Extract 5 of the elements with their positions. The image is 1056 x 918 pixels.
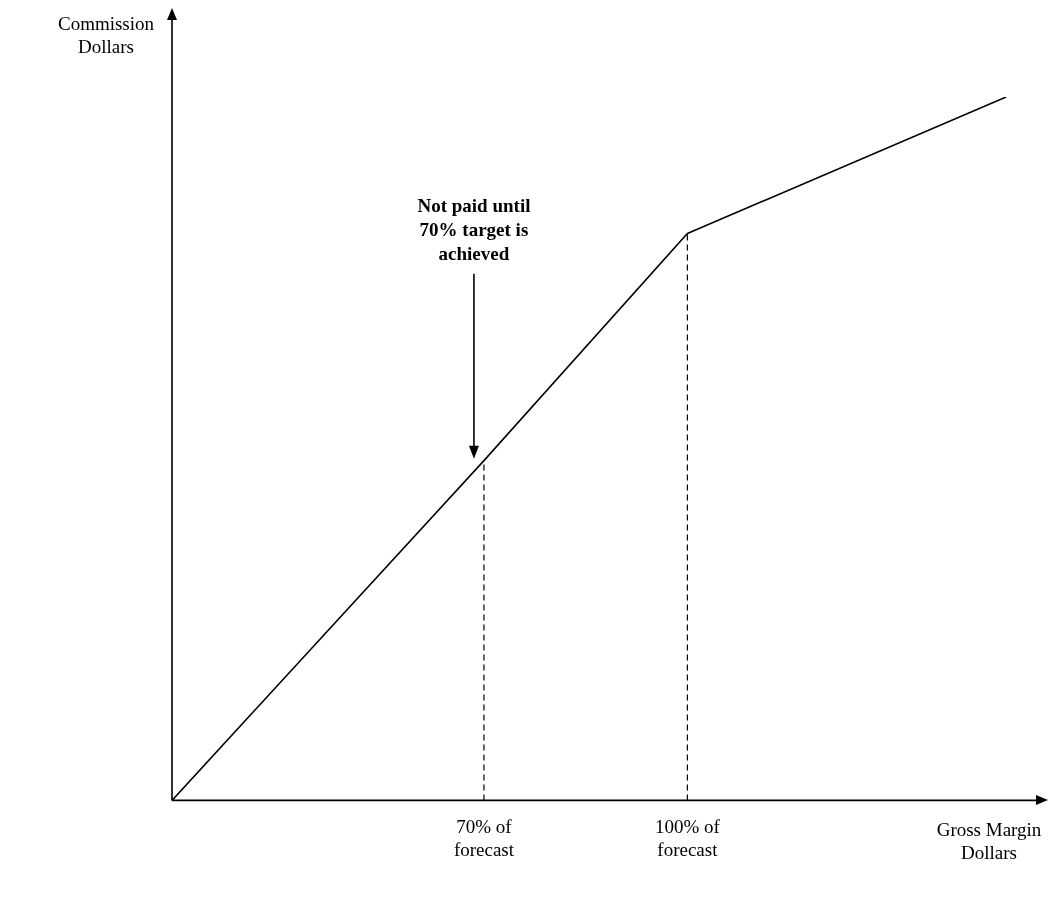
x-axis-title: Gross Margin Dollars (935, 818, 1043, 864)
x-tick-label: 100% of forecast (654, 815, 721, 860)
x-tick-label: 70% of forecast (453, 815, 515, 860)
y-axis-title: Commission Dollars (56, 12, 156, 58)
annotation: Not paid until 70% target is achieved (417, 194, 531, 264)
